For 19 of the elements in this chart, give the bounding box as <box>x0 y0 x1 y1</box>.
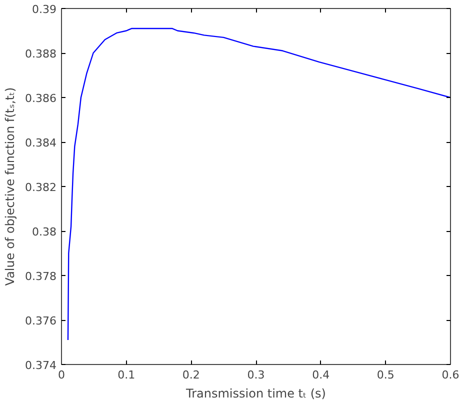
y-tick-label: 0.386 <box>25 92 57 105</box>
x-tick-label: 0.4 <box>312 368 330 382</box>
x-tick-label: 0 <box>58 368 65 382</box>
y-tick-label: 0.376 <box>25 314 57 328</box>
x-tick-label: 0.2 <box>182 368 200 382</box>
line-series <box>67 28 450 341</box>
x-tick-label: 0.3 <box>247 368 265 382</box>
x-tick-label: 0.1 <box>118 368 136 382</box>
y-axis-title: Value of objective function f(tₛ,tₜ) <box>3 87 18 286</box>
x-tick-label: 0.6 <box>442 368 460 382</box>
y-tick-label: 0.38 <box>32 226 57 238</box>
y-tick-label: 0.384 <box>25 136 57 150</box>
y-tick-label: 0.39 <box>32 3 57 16</box>
y-tick-label: 0.388 <box>25 48 57 60</box>
y-tick-label: 0.382 <box>25 181 57 194</box>
x-tick-label: 0.5 <box>376 368 394 382</box>
y-tick-label: 0.374 <box>25 359 57 372</box>
x-axis-title: Transmission time tₜ (s) <box>185 386 326 400</box>
y-tick-label: 0.378 <box>25 270 57 283</box>
